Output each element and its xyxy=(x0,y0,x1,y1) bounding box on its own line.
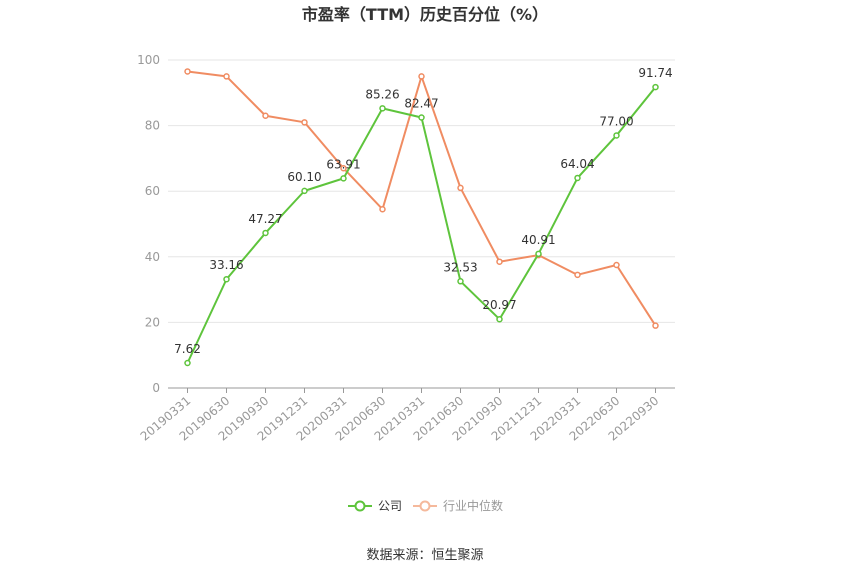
data-point xyxy=(301,119,308,126)
data-point xyxy=(574,174,581,182)
data-point xyxy=(418,73,425,80)
data-point xyxy=(223,73,230,80)
y-tick-label: 0 xyxy=(152,381,160,395)
data-point xyxy=(223,275,230,283)
data-point xyxy=(262,229,269,237)
data-label: 33.16 xyxy=(209,258,243,272)
data-point xyxy=(379,105,386,112)
data-point xyxy=(184,359,191,367)
data-label: 47.27 xyxy=(248,212,282,226)
data-point xyxy=(613,261,620,269)
data-label: 63.91 xyxy=(326,157,360,171)
y-tick-label: 80 xyxy=(145,119,160,133)
data-point xyxy=(535,250,542,258)
data-label: 82.47 xyxy=(404,96,438,110)
data-point xyxy=(340,164,347,172)
data-label: 77.00 xyxy=(599,114,633,128)
y-axis: 0 20 40 60 80 100 xyxy=(137,53,160,395)
legend-item-company[interactable]: 公司 xyxy=(348,499,402,513)
data-label: 85.26 xyxy=(365,87,399,101)
legend-label-company: 公司 xyxy=(378,499,402,513)
data-point xyxy=(457,184,464,192)
y-tick-label: 20 xyxy=(145,315,160,329)
data-point xyxy=(574,271,581,279)
data-label: 40.91 xyxy=(521,233,555,247)
data-point xyxy=(340,175,347,182)
data-label: 64.04 xyxy=(560,157,594,171)
data-point xyxy=(652,83,659,91)
y-tick-label: 40 xyxy=(145,250,160,264)
source-note: 数据来源：恒生聚源 xyxy=(366,548,483,563)
data-label: 32.53 xyxy=(443,260,477,274)
y-tick-label: 60 xyxy=(145,184,160,198)
data-point xyxy=(379,205,386,213)
data-point xyxy=(262,112,269,120)
data-label: 20.97 xyxy=(482,298,516,312)
data-point xyxy=(496,315,503,323)
chart-title: 市盈率（TTM）历史百分位（%） xyxy=(302,5,548,24)
data-point xyxy=(457,278,464,285)
data-point xyxy=(301,187,308,195)
data-label: 91.74 xyxy=(638,66,672,80)
legend[interactable]: 公司 行业中位数 xyxy=(348,498,503,513)
y-tick-label: 100 xyxy=(137,53,160,67)
legend-label-industry-median: 行业中位数 xyxy=(443,498,503,513)
data-point xyxy=(613,132,620,139)
data-label: 60.10 xyxy=(287,170,321,184)
data-point xyxy=(418,114,425,121)
data-point xyxy=(496,258,503,265)
grid-lines xyxy=(168,59,675,323)
legend-item-industry-median[interactable]: 行业中位数 xyxy=(413,498,503,513)
x-axis: 2019033120190630201909302019123120200331… xyxy=(138,387,675,444)
data-point xyxy=(184,68,191,75)
data-label: 7.62 xyxy=(174,342,201,356)
data-point xyxy=(652,322,659,329)
data-labels: 7.62 33.16 47.27 60.10 63.91 85.26 82.47 32.53 2… xyxy=(174,66,673,356)
series-lines xyxy=(184,68,659,367)
